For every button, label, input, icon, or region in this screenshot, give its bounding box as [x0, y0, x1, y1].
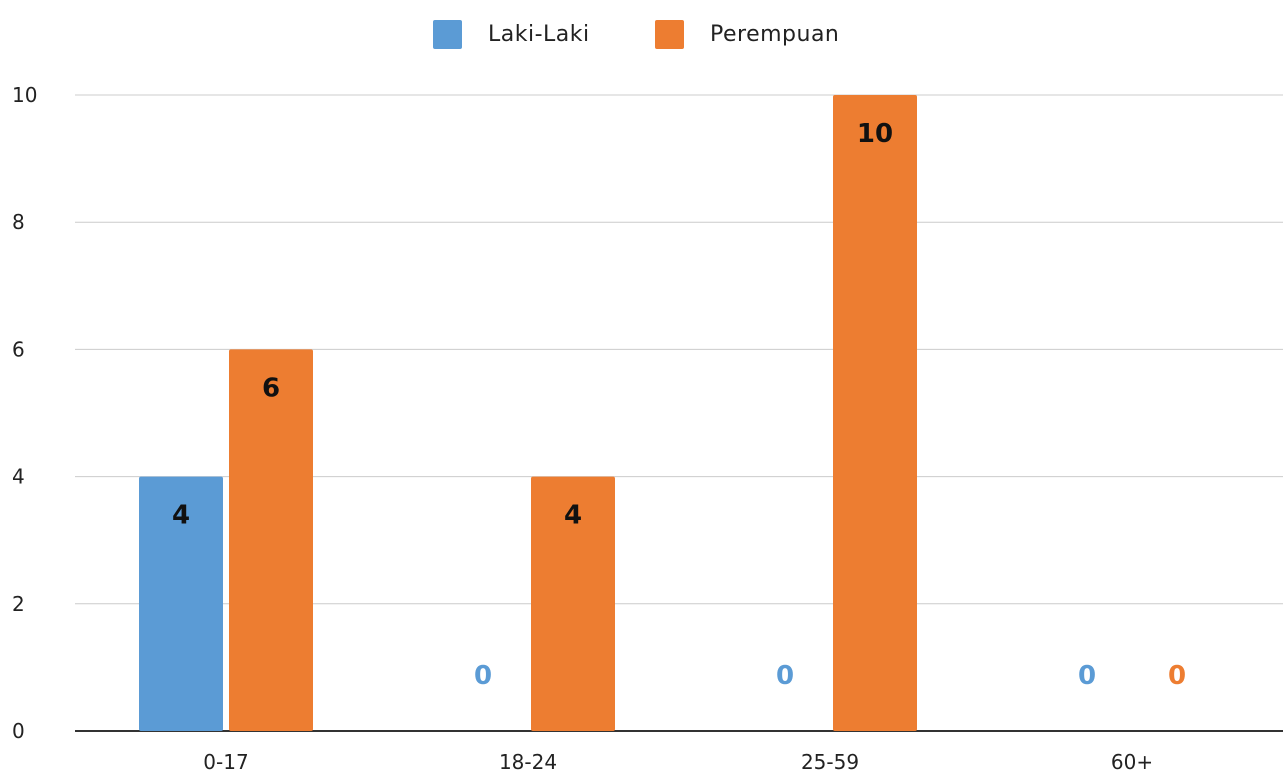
data-label-laki-laki-017: 4 — [172, 501, 190, 531]
x-tick-label-2559: 25-59 — [801, 750, 859, 774]
bar-perempuan-1824 — [531, 476, 615, 731]
data-label-laki-laki-60: 0 — [1078, 661, 1096, 691]
bars — [139, 95, 917, 731]
legend-label-perempuan: Perempuan — [710, 21, 840, 47]
chart-legend: Laki-Laki Perempuan — [0, 16, 1283, 52]
data-label-perempuan-2559: 10 — [857, 119, 893, 149]
data-label-laki-laki-1824: 0 — [474, 661, 492, 691]
data-labels: 4 6 0 4 0 10 0 0 — [172, 119, 1186, 691]
data-label-perempuan-1824: 4 — [564, 501, 582, 531]
bar-perempuan-017 — [229, 349, 313, 731]
bar-laki-laki-017 — [139, 476, 223, 731]
data-label-perempuan-017: 6 — [262, 373, 280, 403]
x-tick-label-017: 0-17 — [203, 750, 248, 774]
x-axis-ticks: 0-17 18-24 25-59 60+ — [203, 750, 1153, 774]
bar-perempuan-2559 — [833, 95, 917, 731]
data-label-perempuan-60: 0 — [1168, 661, 1186, 691]
y-tick-label-0: 0 — [12, 719, 25, 743]
y-tick-label-6: 6 — [12, 337, 25, 361]
x-tick-label-60: 60+ — [1111, 750, 1153, 774]
y-tick-label-2: 2 — [12, 592, 25, 616]
legend-item-laki-laki: Laki-Laki — [433, 16, 590, 52]
legend-swatch-perempuan — [655, 19, 684, 49]
y-axis-ticks: 0 2 4 6 8 10 — [12, 83, 37, 743]
legend-swatch-laki-laki — [433, 19, 462, 49]
y-tick-label-8: 8 — [12, 210, 25, 234]
data-label-laki-laki-2559: 0 — [776, 661, 794, 691]
legend-item-perempuan: Perempuan — [655, 16, 839, 52]
y-tick-label-10: 10 — [12, 83, 37, 107]
legend-label-laki-laki: Laki-Laki — [488, 21, 590, 47]
y-tick-label-4: 4 — [12, 465, 25, 489]
x-tick-label-1824: 18-24 — [499, 750, 557, 774]
